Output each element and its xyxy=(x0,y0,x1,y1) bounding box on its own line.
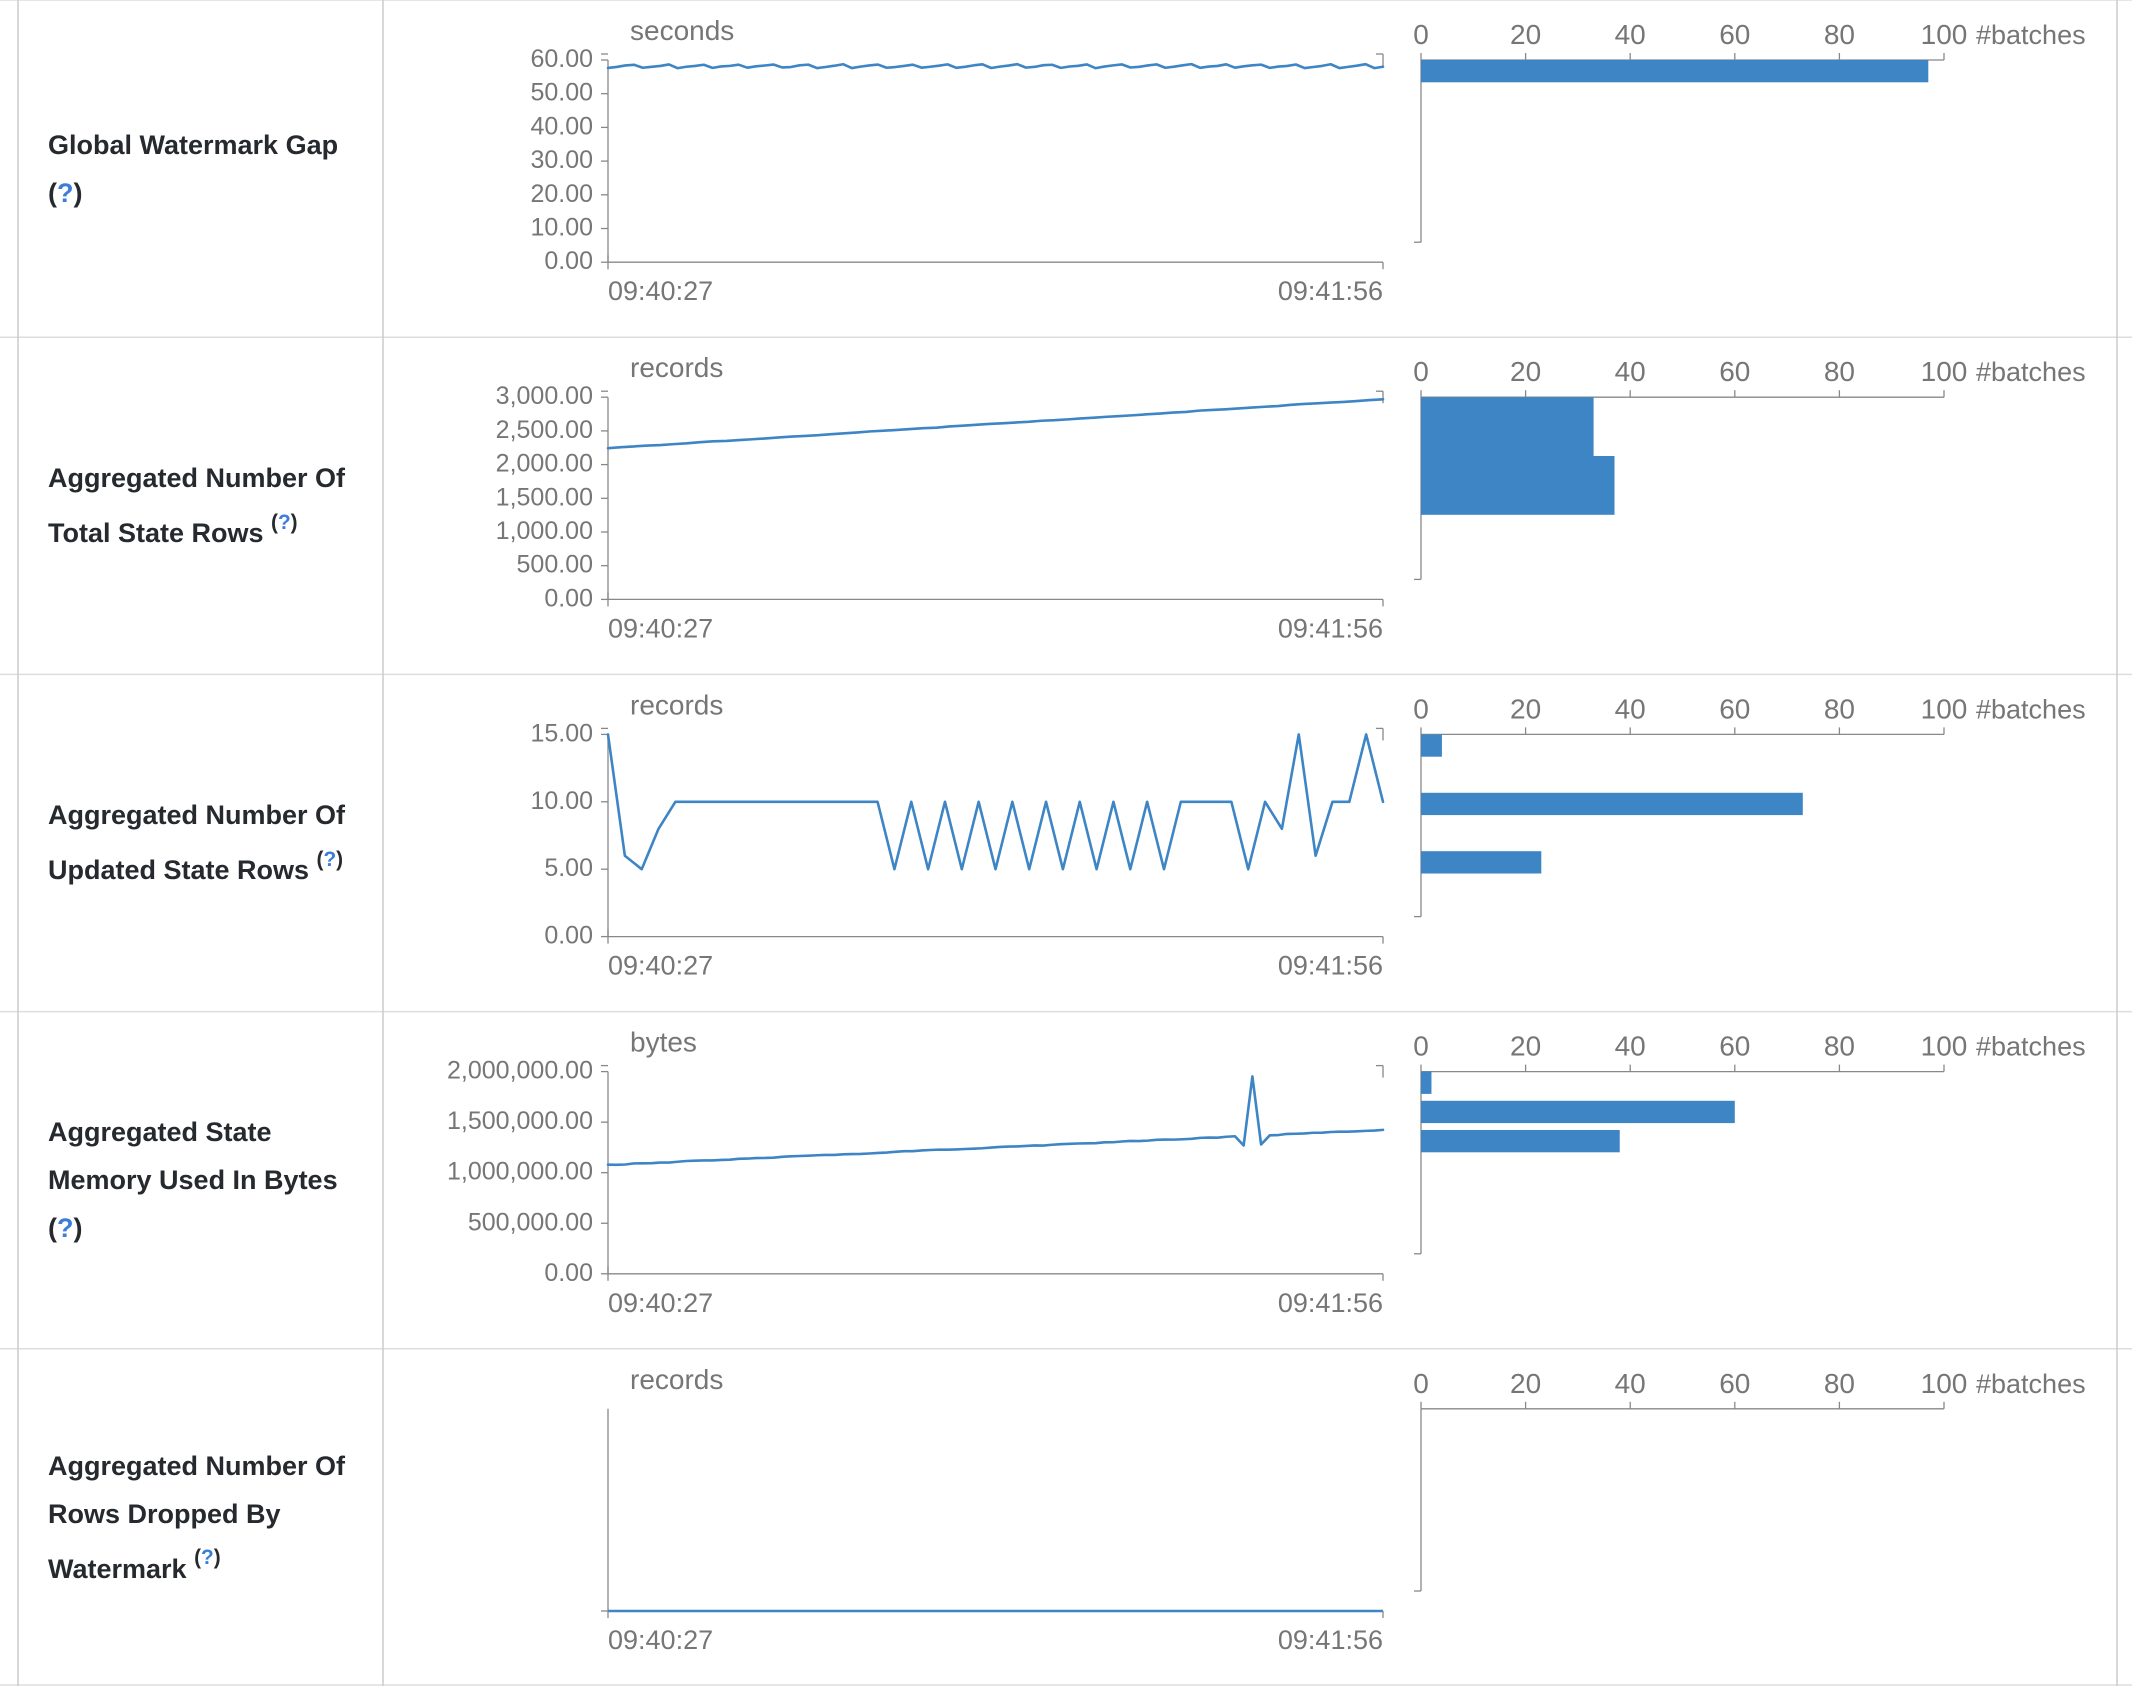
svg-text:09:41:56: 09:41:56 xyxy=(1278,613,1383,643)
svg-text:20.00: 20.00 xyxy=(530,180,593,208)
svg-text:2,000.00: 2,000.00 xyxy=(496,450,593,478)
svg-text:100: 100 xyxy=(1921,1368,1968,1399)
svg-text:0: 0 xyxy=(1413,1368,1429,1399)
svg-text:records: records xyxy=(630,352,723,383)
svg-text:40: 40 xyxy=(1615,1368,1646,1399)
svg-text:records: records xyxy=(630,1364,723,1395)
svg-text:#batches: #batches xyxy=(1976,357,2086,387)
svg-text:#batches: #batches xyxy=(1976,1032,2086,1062)
svg-text:09:40:27: 09:40:27 xyxy=(608,613,713,643)
svg-text:5.00: 5.00 xyxy=(544,854,593,882)
svg-text:80: 80 xyxy=(1824,1368,1855,1399)
svg-text:60: 60 xyxy=(1719,356,1750,387)
svg-text:60: 60 xyxy=(1719,19,1750,50)
svg-text:1,000.00: 1,000.00 xyxy=(496,517,593,545)
svg-text:40: 40 xyxy=(1615,1031,1646,1062)
svg-text:50.00: 50.00 xyxy=(530,79,593,107)
svg-text:10.00: 10.00 xyxy=(530,787,593,815)
svg-text:40: 40 xyxy=(1615,356,1646,387)
svg-text:30.00: 30.00 xyxy=(530,146,593,174)
svg-text:09:41:56: 09:41:56 xyxy=(1278,276,1383,306)
svg-text:20: 20 xyxy=(1510,1368,1541,1399)
svg-text:20: 20 xyxy=(1510,693,1541,724)
svg-text:0: 0 xyxy=(1413,19,1429,50)
svg-text:0.00: 0.00 xyxy=(544,1259,593,1287)
svg-text:100: 100 xyxy=(1921,356,1968,387)
svg-text:#batches: #batches xyxy=(1976,694,2086,724)
svg-text:seconds: seconds xyxy=(630,15,734,46)
svg-text:80: 80 xyxy=(1824,356,1855,387)
svg-text:0: 0 xyxy=(1413,356,1429,387)
svg-text:20: 20 xyxy=(1510,19,1541,50)
svg-text:2,500.00: 2,500.00 xyxy=(496,416,593,444)
svg-text:09:40:27: 09:40:27 xyxy=(608,1625,713,1655)
svg-text:3,000.00: 3,000.00 xyxy=(496,382,593,410)
svg-text:15.00: 15.00 xyxy=(530,719,593,747)
svg-text:100: 100 xyxy=(1921,1031,1968,1062)
svg-text:60: 60 xyxy=(1719,1368,1750,1399)
svg-text:09:41:56: 09:41:56 xyxy=(1278,1625,1383,1655)
svg-text:09:41:56: 09:41:56 xyxy=(1278,1288,1383,1318)
svg-text:80: 80 xyxy=(1824,19,1855,50)
svg-text:40: 40 xyxy=(1615,19,1646,50)
svg-text:80: 80 xyxy=(1824,693,1855,724)
svg-text:1,500.00: 1,500.00 xyxy=(496,483,593,511)
svg-text:#batches: #batches xyxy=(1976,1369,2086,1399)
svg-text:60: 60 xyxy=(1719,693,1750,724)
svg-text:20: 20 xyxy=(1510,1031,1541,1062)
svg-text:100: 100 xyxy=(1921,693,1968,724)
svg-text:09:41:56: 09:41:56 xyxy=(1278,951,1383,981)
svg-text:09:40:27: 09:40:27 xyxy=(608,1288,713,1318)
svg-text:60: 60 xyxy=(1719,1031,1750,1062)
svg-text:0: 0 xyxy=(1413,693,1429,724)
svg-text:40.00: 40.00 xyxy=(530,112,593,140)
svg-text:#batches: #batches xyxy=(1976,20,2086,50)
svg-text:0.00: 0.00 xyxy=(544,584,593,612)
svg-text:1,000,000.00: 1,000,000.00 xyxy=(447,1158,593,1186)
svg-text:0: 0 xyxy=(1413,1031,1429,1062)
svg-text:100: 100 xyxy=(1921,19,1968,50)
svg-text:20: 20 xyxy=(1510,356,1541,387)
svg-text:40: 40 xyxy=(1615,693,1646,724)
svg-text:09:40:27: 09:40:27 xyxy=(608,276,713,306)
svg-text:500.00: 500.00 xyxy=(517,551,593,579)
svg-text:10.00: 10.00 xyxy=(530,214,593,242)
svg-text:records: records xyxy=(630,689,723,720)
svg-text:1,500,000.00: 1,500,000.00 xyxy=(447,1107,593,1135)
svg-text:0.00: 0.00 xyxy=(544,247,593,275)
svg-text:09:40:27: 09:40:27 xyxy=(608,951,713,981)
svg-text:bytes: bytes xyxy=(630,1027,697,1058)
svg-text:0.00: 0.00 xyxy=(544,922,593,950)
svg-text:500,000.00: 500,000.00 xyxy=(468,1208,593,1236)
svg-text:60.00: 60.00 xyxy=(530,45,593,73)
svg-text:2,000,000.00: 2,000,000.00 xyxy=(447,1057,593,1085)
svg-text:80: 80 xyxy=(1824,1031,1855,1062)
